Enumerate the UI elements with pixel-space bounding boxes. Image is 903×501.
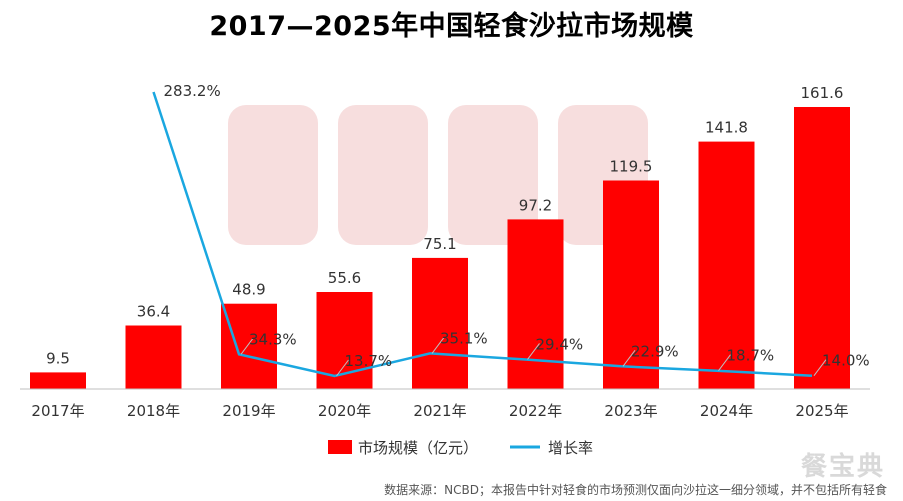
- growth-leader-line-5: [527, 343, 540, 360]
- bar-6: [603, 180, 659, 389]
- legend: 市场规模（亿元） 增长率: [328, 439, 593, 457]
- bar-value-labels: 9.5 36.4 48.9 55.6 75.1 97.2 119.5 141.8 161.6: [46, 84, 843, 367]
- chart-title: 2017—2025年中国轻食沙拉市场规模: [209, 11, 694, 42]
- bar-value-label-3: 55.6: [328, 269, 361, 287]
- watermark-logo: 餐宝典: [800, 452, 885, 482]
- bar-1: [125, 325, 182, 389]
- x-tick-label-3: 2020年: [318, 402, 371, 420]
- bar-value-label-7: 141.8: [705, 119, 748, 137]
- bar-2: [221, 303, 277, 389]
- growth-line: [152, 91, 813, 378]
- x-tick-label-7: 2024年: [700, 402, 753, 420]
- x-tick-label-0: 2017年: [31, 402, 84, 420]
- growth-label-7: 18.7%: [727, 347, 775, 365]
- bar-value-label-8: 161.6: [801, 84, 844, 102]
- bar-value-label-0: 9.5: [46, 349, 70, 367]
- watermark-glyph-0: [228, 105, 318, 245]
- legend-bar-label: 市场规模（亿元）: [358, 439, 478, 457]
- growth-label-4: 35.1%: [440, 329, 488, 347]
- bar-5: [507, 219, 564, 389]
- bar-value-label-4: 75.1: [423, 235, 456, 253]
- bar-4: [412, 257, 468, 389]
- bar-8: [794, 107, 850, 389]
- growth-leader-line-2: [240, 337, 254, 355]
- watermark-glyph-1: [338, 105, 428, 245]
- growth-leader-line-7: [718, 354, 731, 372]
- bar-value-label-2: 48.9: [232, 281, 265, 299]
- x-tick-label-2: 2019年: [222, 402, 275, 420]
- x-tick-label-1: 2018年: [127, 402, 180, 420]
- x-tick-label-8: 2025年: [795, 402, 848, 420]
- x-tick-label-6: 2023年: [604, 402, 657, 420]
- growth-label-3: 13.7%: [345, 352, 393, 370]
- watermark-glyph-2: [448, 105, 538, 245]
- growth-line-series: [152, 91, 813, 378]
- growth-leader-line-4: [431, 337, 445, 354]
- growth-leader-line-6: [622, 350, 636, 367]
- growth-label-8: 14.0%: [822, 352, 870, 370]
- x-tick-label-4: 2021年: [413, 402, 466, 420]
- growth-label-5: 29.4%: [536, 336, 584, 354]
- bar-7: [698, 141, 755, 389]
- ncbd-watermark: [228, 105, 648, 245]
- growth-leader-line-3: [336, 359, 349, 377]
- x-axis-ticks: 2017年 2018年 2019年 2020年 2021年 2022年 2023年 2024年…: [31, 402, 848, 420]
- growth-leader-line-8: [813, 359, 827, 376]
- legend-bar-swatch: [328, 440, 352, 454]
- growth-rate-labels: 283.2% 34.3% 13.7% 35.1% 29.4% 22.9% 18.7% 14.0…: [164, 82, 870, 377]
- bar-0: [30, 372, 86, 389]
- bar-value-label-5: 97.2: [519, 196, 552, 214]
- source-note: 数据来源：NCBD；本报告中针对轻食的市场预测仅面向沙拉这一细分领域，并不包括所…: [384, 483, 887, 497]
- growth-label-6: 22.9%: [631, 342, 679, 360]
- growth-label-1: 283.2%: [164, 82, 221, 100]
- bar-value-label-1: 36.4: [137, 303, 170, 321]
- x-tick-label-5: 2022年: [509, 402, 562, 420]
- bar-value-label-6: 119.5: [610, 158, 653, 176]
- growth-label-2: 34.3%: [249, 330, 297, 348]
- legend-line-label: 增长率: [548, 439, 593, 457]
